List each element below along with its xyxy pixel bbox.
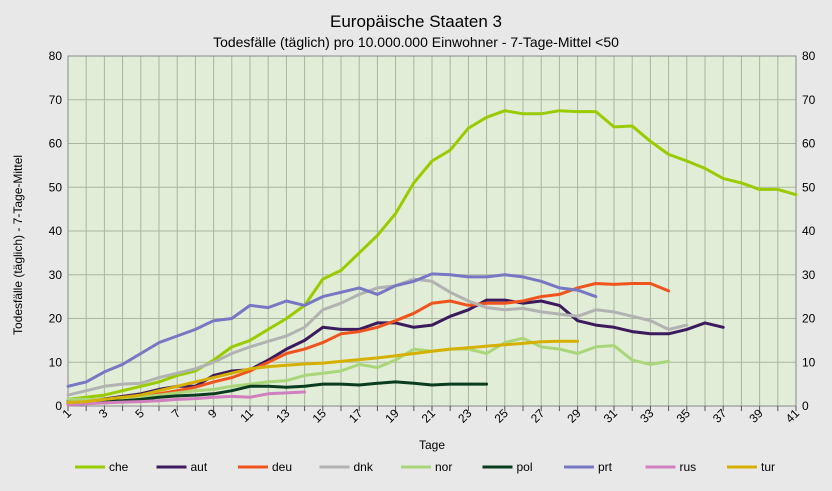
x-tick-label: 39 [746,406,766,426]
x-tick-label: 31 [601,406,621,426]
y-tick-label-right: 50 [802,180,816,194]
x-tick-label: 25 [492,406,512,426]
legend-label-dnk: dnk [354,460,374,474]
legend-label-pol: pol [517,460,533,474]
axes [67,55,797,411]
x-tick-label: 1 [59,406,74,421]
x-tick-label: 37 [710,406,730,426]
y-tick-label-left: 10 [49,355,63,369]
y-tick-label-right: 70 [802,93,816,107]
series-line-tur [66,339,580,404]
y-tick-label-left: 20 [49,312,63,326]
chart-title: Europäische Staaten 3 [330,12,502,31]
x-tick-label: 19 [382,406,402,426]
series-line-rus [66,390,307,407]
series-lines [66,109,798,407]
x-tick-label: 3 [96,406,111,421]
y-tick-label-left: 70 [49,93,63,107]
series-line-deu [66,282,671,404]
y-tick-label-left: 50 [49,180,63,194]
legend-label-deu: deu [272,460,292,474]
x-tick-label: 33 [637,406,657,426]
legend-label-che: che [109,460,129,474]
x-tick-label: 27 [528,406,548,426]
y-tick-label-left: 0 [55,399,62,413]
y-tick-label-right: 40 [802,224,816,238]
legend: che aut deu dnk nor pol prt rus tur [75,460,775,474]
x-tick-label: 13 [273,406,293,426]
x-tick-label: 7 [169,406,184,421]
grid [67,55,797,407]
x-tick-label: 29 [564,406,584,426]
x-tick-label: 41 [783,406,803,426]
y-tick-label-right: 20 [802,312,816,326]
y-tick-label-left: 80 [49,49,63,63]
legend-label-tur: tur [761,460,775,474]
x-tick-label: 17 [346,406,366,426]
y-tick-label-right: 60 [802,137,816,151]
y-tick-label-right: 0 [802,399,809,413]
chart-subtitle: Todesfälle (täglich) pro 10.000.000 Einw… [213,34,619,50]
y-tick-label-left: 40 [49,224,63,238]
legend-label-prt: prt [598,460,613,474]
legend-label-aut: aut [191,460,208,474]
x-tick-label: 11 [237,406,256,425]
y-tick-label-right: 30 [802,268,816,282]
x-tick-label: 23 [455,406,475,426]
series-line-dnk [66,277,689,397]
series-line-pol [66,380,489,406]
x-tick-label: 9 [205,406,220,421]
y-tick-label-right: 10 [802,355,816,369]
series-line-prt [66,272,598,388]
x-tick-label: 35 [674,406,694,426]
legend-label-rus: rus [680,460,697,474]
series-line-che [66,109,798,401]
legend-label-nor: nor [435,460,452,474]
x-tick-label: 5 [132,406,147,421]
series-line-nor [66,336,671,401]
x-tick-label: 21 [419,406,439,426]
x-axis-label: Tage [419,438,445,452]
y-tick-label-left: 60 [49,137,63,151]
y-axis-label: Todesfälle (täglich) - 7-Tage-Mittel [11,155,25,335]
y-tick-label-right: 80 [802,49,816,63]
x-tick-label: 15 [310,406,330,426]
y-tick-label-left: 30 [49,268,63,282]
